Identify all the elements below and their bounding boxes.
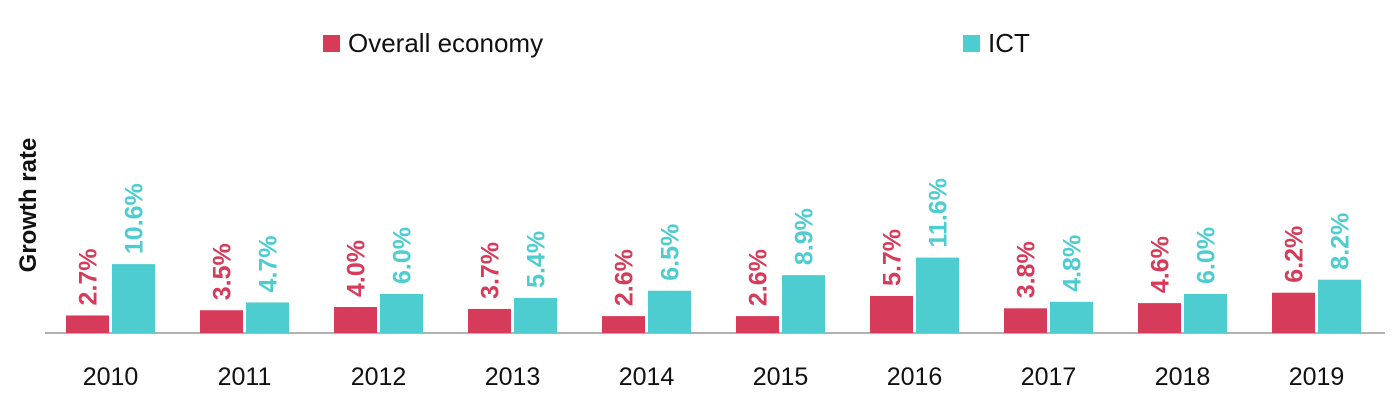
data-label-overall-economy-2017: 3.8% [1013, 241, 1041, 298]
x-tick-label-2011: 2011 [218, 363, 272, 391]
bar-overall-economy-2019 [1272, 292, 1315, 333]
bar-overall-economy-2015 [736, 316, 779, 333]
x-tick-label-2014: 2014 [619, 363, 675, 391]
bar-overall-economy-2017 [1004, 308, 1047, 333]
y-axis-label: Growth rate [15, 138, 42, 273]
bar-ict-2011 [246, 302, 289, 333]
data-label-ict-2015: 8.9% [791, 208, 819, 265]
data-label-ict-2018: 6.0% [1193, 227, 1221, 284]
data-label-overall-economy-2014: 2.6% [611, 249, 639, 306]
bar-ict-2017 [1050, 301, 1093, 333]
bar-ict-2015 [782, 275, 825, 333]
bar-overall-economy-2014 [602, 316, 645, 333]
x-tick-label-2012: 2012 [351, 363, 407, 391]
legend-swatch-ict [963, 35, 980, 52]
bar-ict-2010 [112, 264, 155, 333]
data-label-ict-2016: 11.6% [925, 178, 953, 248]
data-label-overall-economy-2013: 3.7% [477, 242, 505, 299]
bar-ict-2013 [514, 297, 557, 333]
data-label-ict-2011: 4.7% [255, 235, 283, 292]
bar-overall-economy-2010 [66, 315, 109, 333]
bar-overall-economy-2016 [870, 295, 913, 333]
x-tick-label-2016: 2016 [887, 363, 943, 391]
bar-ict-2019 [1318, 279, 1361, 333]
legend-item-ict: ICT [963, 28, 1030, 59]
x-tick-label-2018: 2018 [1155, 363, 1211, 391]
data-label-overall-economy-2016: 5.7% [879, 229, 907, 286]
bar-ict-2014 [648, 290, 691, 333]
data-label-overall-economy-2010: 2.7% [75, 248, 103, 305]
bar-overall-economy-2011 [200, 310, 243, 333]
data-label-ict-2013: 5.4% [523, 231, 551, 288]
x-tick-label-2017: 2017 [1021, 363, 1077, 391]
legend-item-overall-economy: Overall economy [323, 28, 543, 59]
bar-ict-2016 [916, 257, 959, 333]
data-label-ict-2017: 4.8% [1059, 235, 1087, 292]
data-label-overall-economy-2018: 4.6% [1147, 236, 1175, 293]
x-tick-label-2015: 2015 [753, 363, 809, 391]
x-tick-label-2010: 2010 [83, 363, 139, 391]
legend-label-overall-economy: Overall economy [348, 28, 544, 58]
bar-ict-2012 [380, 294, 423, 333]
bar-overall-economy-2012 [334, 307, 377, 333]
data-label-ict-2012: 6.0% [389, 227, 417, 284]
bar-ict-2018 [1184, 294, 1227, 333]
data-label-ict-2019: 8.2% [1327, 213, 1355, 270]
x-tick-label-2013: 2013 [485, 363, 541, 391]
data-label-overall-economy-2012: 4.0% [343, 240, 371, 297]
x-tick-label-2019: 2019 [1289, 363, 1345, 391]
data-label-overall-economy-2011: 3.5% [209, 243, 237, 300]
bar-overall-economy-2018 [1138, 303, 1181, 333]
bar-overall-economy-2013 [468, 308, 511, 333]
data-label-overall-economy-2015: 2.6% [745, 249, 773, 306]
legend-swatch-overall-economy [323, 35, 340, 52]
data-label-ict-2014: 6.5% [657, 224, 685, 281]
data-label-overall-economy-2019: 6.2% [1281, 226, 1309, 283]
data-label-ict-2010: 10.6% [121, 183, 149, 254]
legend-label-ict: ICT [988, 28, 1030, 58]
